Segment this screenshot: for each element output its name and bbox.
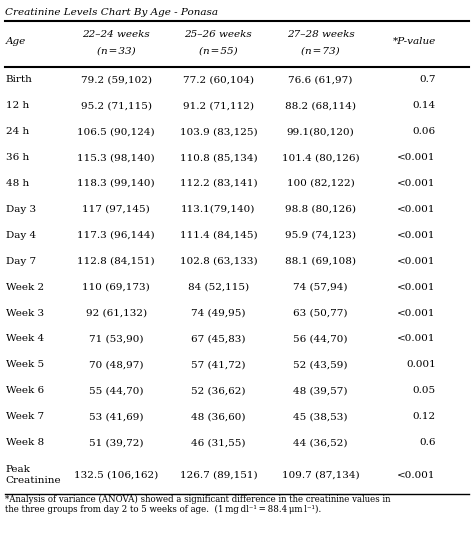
Text: Peak
Creatinine: Peak Creatinine (6, 465, 61, 485)
Text: 118.3 (99,140): 118.3 (99,140) (77, 179, 155, 188)
Text: 22–24 weeks: 22–24 weeks (82, 30, 150, 39)
Text: Week 2: Week 2 (6, 282, 44, 292)
Text: 25–26 weeks: 25–26 weeks (184, 30, 252, 39)
Text: <0.001: <0.001 (397, 231, 436, 240)
Text: 79.2 (59,102): 79.2 (59,102) (81, 75, 152, 85)
Text: (n = 33): (n = 33) (97, 47, 136, 55)
Text: 98.8 (80,126): 98.8 (80,126) (285, 205, 356, 214)
Text: 48 h: 48 h (6, 179, 29, 188)
Text: 109.7 (87,134): 109.7 (87,134) (282, 470, 359, 479)
Text: 12 h: 12 h (6, 101, 29, 110)
Text: 57 (41,72): 57 (41,72) (191, 361, 246, 369)
Text: 77.2 (60,104): 77.2 (60,104) (183, 75, 254, 85)
Text: 36 h: 36 h (6, 153, 29, 162)
Text: <0.001: <0.001 (397, 205, 436, 214)
Text: 0.7: 0.7 (419, 75, 436, 85)
Text: 76.6 (61,97): 76.6 (61,97) (288, 75, 353, 85)
Text: Birth: Birth (6, 75, 33, 85)
Text: 110 (69,173): 110 (69,173) (82, 282, 150, 292)
Text: 111.4 (84,145): 111.4 (84,145) (180, 231, 257, 240)
Text: 112.2 (83,141): 112.2 (83,141) (180, 179, 257, 188)
Text: 110.8 (85,134): 110.8 (85,134) (180, 153, 257, 162)
Text: Day 7: Day 7 (6, 257, 36, 266)
Text: 117 (97,145): 117 (97,145) (82, 205, 150, 214)
Text: 67 (45,83): 67 (45,83) (191, 334, 246, 343)
Text: <0.001: <0.001 (397, 309, 436, 318)
Text: 52 (36,62): 52 (36,62) (191, 386, 246, 395)
Text: 0.6: 0.6 (419, 438, 436, 447)
Text: 112.8 (84,151): 112.8 (84,151) (77, 257, 155, 266)
Text: 0.06: 0.06 (413, 127, 436, 136)
Text: 0.001: 0.001 (406, 361, 436, 369)
Text: (n = 55): (n = 55) (199, 47, 238, 55)
Text: 99.1(80,120): 99.1(80,120) (287, 127, 355, 136)
Text: 106.5 (90,124): 106.5 (90,124) (77, 127, 155, 136)
Text: 0.05: 0.05 (413, 386, 436, 395)
Text: 88.1 (69,108): 88.1 (69,108) (285, 257, 356, 266)
Text: 91.2 (71,112): 91.2 (71,112) (183, 101, 254, 110)
Text: 71 (53,90): 71 (53,90) (89, 334, 144, 343)
Text: 117.3 (96,144): 117.3 (96,144) (77, 231, 155, 240)
Text: 27–28 weeks: 27–28 weeks (287, 30, 355, 39)
Text: 95.2 (71,115): 95.2 (71,115) (81, 101, 152, 110)
Text: 51 (39,72): 51 (39,72) (89, 438, 144, 447)
Text: 44 (36,52): 44 (36,52) (293, 438, 348, 447)
Text: Day 4: Day 4 (6, 231, 36, 240)
Text: 100 (82,122): 100 (82,122) (287, 179, 355, 188)
Text: 48 (39,57): 48 (39,57) (293, 386, 348, 395)
Text: 84 (52,115): 84 (52,115) (188, 282, 249, 292)
Text: Day 3: Day 3 (6, 205, 36, 214)
Text: Age: Age (6, 37, 26, 46)
Text: Week 3: Week 3 (6, 309, 44, 318)
Text: <0.001: <0.001 (397, 334, 436, 343)
Text: Creatinine Levels Chart By Age - Ponasa: Creatinine Levels Chart By Age - Ponasa (5, 8, 218, 17)
Text: Week 5: Week 5 (6, 361, 44, 369)
Text: 55 (44,70): 55 (44,70) (89, 386, 144, 395)
Text: 56 (44,70): 56 (44,70) (293, 334, 348, 343)
Text: 103.9 (83,125): 103.9 (83,125) (180, 127, 257, 136)
Text: 46 (31,55): 46 (31,55) (191, 438, 246, 447)
Text: 45 (38,53): 45 (38,53) (293, 412, 348, 421)
Text: 92 (61,132): 92 (61,132) (86, 309, 147, 318)
Text: (n = 73): (n = 73) (301, 47, 340, 55)
Text: 115.3 (98,140): 115.3 (98,140) (77, 153, 155, 162)
Text: <0.001: <0.001 (397, 282, 436, 292)
Text: Week 8: Week 8 (6, 438, 44, 447)
Text: <0.001: <0.001 (397, 257, 436, 266)
Text: 48 (36,60): 48 (36,60) (191, 412, 246, 421)
Text: 132.5 (106,162): 132.5 (106,162) (74, 470, 158, 479)
Text: 101.4 (80,126): 101.4 (80,126) (282, 153, 359, 162)
Text: Week 4: Week 4 (6, 334, 44, 343)
Text: <0.001: <0.001 (397, 470, 436, 479)
Text: 52 (43,59): 52 (43,59) (293, 361, 348, 369)
Text: Week 6: Week 6 (6, 386, 44, 395)
Text: 88.2 (68,114): 88.2 (68,114) (285, 101, 356, 110)
Text: *P-value: *P-value (392, 37, 436, 46)
Text: 53 (41,69): 53 (41,69) (89, 412, 144, 421)
Text: 74 (49,95): 74 (49,95) (191, 309, 246, 318)
Text: <0.001: <0.001 (397, 153, 436, 162)
Text: 70 (48,97): 70 (48,97) (89, 361, 144, 369)
Text: 95.9 (74,123): 95.9 (74,123) (285, 231, 356, 240)
Text: 63 (50,77): 63 (50,77) (293, 309, 348, 318)
Text: 74 (57,94): 74 (57,94) (293, 282, 348, 292)
Text: 126.7 (89,151): 126.7 (89,151) (180, 470, 257, 479)
Text: *Analysis of variance (ANOVA) showed a significant difference in the creatinine : *Analysis of variance (ANOVA) showed a s… (5, 494, 390, 514)
Text: 24 h: 24 h (6, 127, 29, 136)
Text: 102.8 (63,133): 102.8 (63,133) (180, 257, 257, 266)
Text: 0.12: 0.12 (413, 412, 436, 421)
Text: Week 7: Week 7 (6, 412, 44, 421)
Text: <0.001: <0.001 (397, 179, 436, 188)
Text: 0.14: 0.14 (413, 101, 436, 110)
Text: 113.1(79,140): 113.1(79,140) (181, 205, 255, 214)
